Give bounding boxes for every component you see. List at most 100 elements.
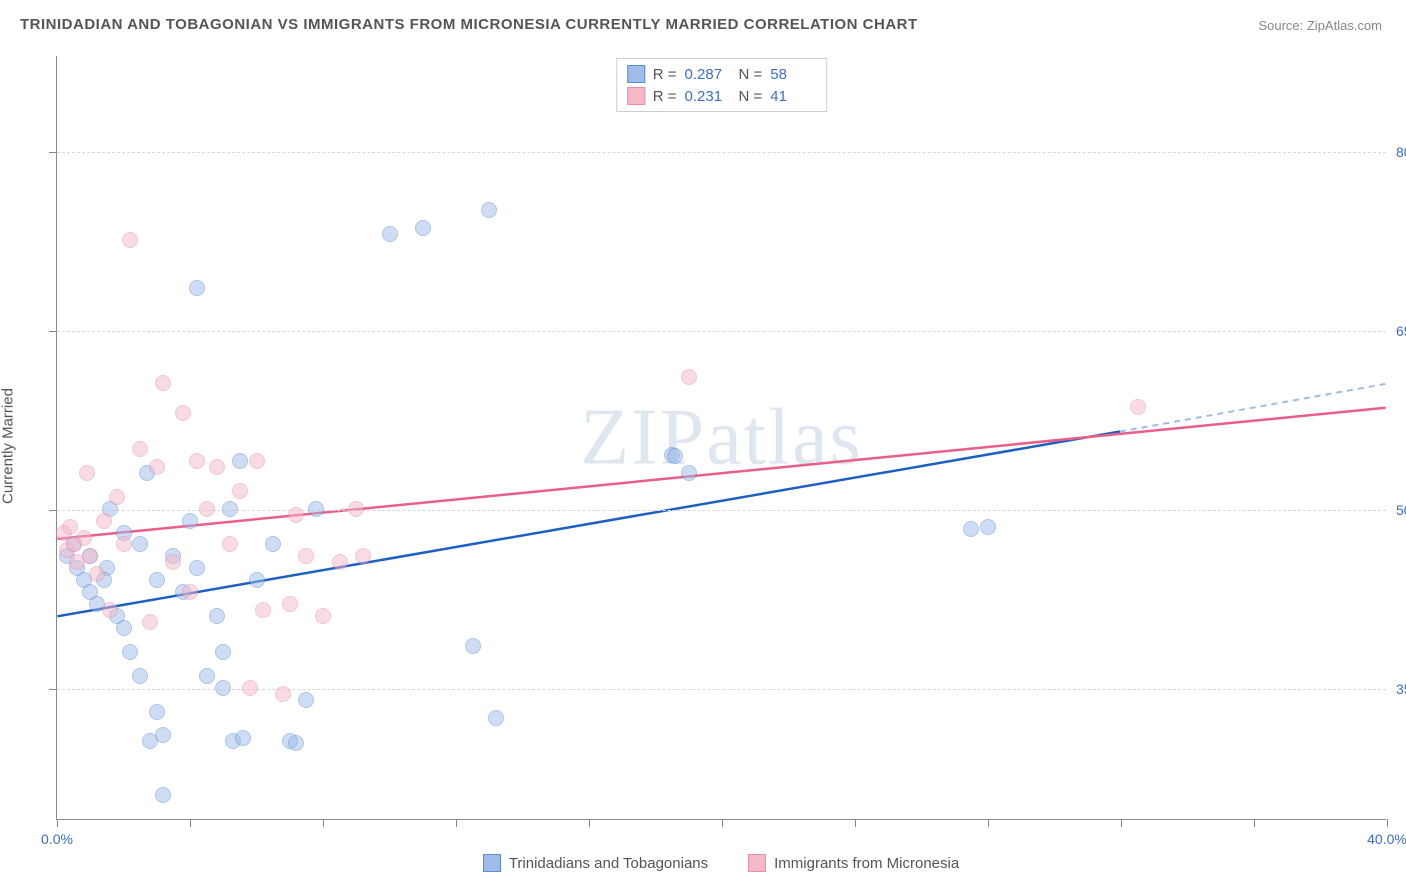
y-tick <box>49 152 57 153</box>
legend-n-label: N = <box>739 66 763 83</box>
data-point <box>149 459 165 475</box>
data-point <box>82 548 98 564</box>
data-point <box>132 668 148 684</box>
data-point <box>182 513 198 529</box>
legend-swatch <box>627 87 645 105</box>
data-point <box>222 501 238 517</box>
data-point <box>215 644 231 660</box>
x-tick <box>855 819 856 827</box>
legend-stat-row: R =0.231N =41 <box>627 85 817 107</box>
data-point <box>488 710 504 726</box>
legend-r-label: R = <box>653 88 677 105</box>
data-point <box>76 530 92 546</box>
legend-item: Trinidadians and Tobagonians <box>483 854 708 872</box>
data-point <box>681 465 697 481</box>
data-point <box>249 453 265 469</box>
data-point <box>667 448 683 464</box>
legend-n-label: N = <box>739 88 763 105</box>
data-point <box>298 548 314 564</box>
legend-item: Immigrants from Micronesia <box>748 854 959 872</box>
data-point <box>122 644 138 660</box>
data-point <box>189 280 205 296</box>
data-point <box>308 501 324 517</box>
data-point <box>209 608 225 624</box>
data-point <box>288 507 304 523</box>
legend-label: Immigrants from Micronesia <box>774 855 959 872</box>
data-point <box>235 730 251 746</box>
data-point <box>215 680 231 696</box>
legend-swatch <box>748 854 766 872</box>
source-attribution: Source: ZipAtlas.com <box>1258 18 1382 33</box>
data-point <box>232 483 248 499</box>
x-tick <box>1121 819 1122 827</box>
data-point <box>465 638 481 654</box>
data-point <box>282 596 298 612</box>
data-point <box>122 232 138 248</box>
y-tick <box>49 689 57 690</box>
data-point <box>79 465 95 481</box>
trend-line-extension <box>1120 384 1386 432</box>
chart-title: TRINIDADIAN AND TOBAGONIAN VS IMMIGRANTS… <box>20 16 918 33</box>
x-tick <box>57 819 58 827</box>
data-point <box>1130 399 1146 415</box>
data-point <box>132 536 148 552</box>
data-point <box>155 787 171 803</box>
grid-line <box>57 152 1386 153</box>
data-point <box>249 572 265 588</box>
y-tick-label: 50.0% <box>1396 502 1406 518</box>
data-point <box>155 375 171 391</box>
data-point <box>255 602 271 618</box>
data-point <box>481 202 497 218</box>
legend-n-value: 58 <box>770 66 816 83</box>
x-tick <box>1387 819 1388 827</box>
data-point <box>189 453 205 469</box>
data-point <box>315 608 331 624</box>
data-point <box>116 620 132 636</box>
legend-label: Trinidadians and Tobagonians <box>509 855 708 872</box>
data-point <box>149 572 165 588</box>
data-point <box>275 686 291 702</box>
data-point <box>232 453 248 469</box>
y-tick-label: 65.0% <box>1396 323 1406 339</box>
watermark: ZIPatlas <box>580 392 863 483</box>
legend-r-label: R = <box>653 66 677 83</box>
x-tick <box>190 819 191 827</box>
data-point <box>89 566 105 582</box>
data-point <box>242 680 258 696</box>
legend-swatch <box>627 65 645 83</box>
grid-line <box>57 331 1386 332</box>
data-point <box>199 668 215 684</box>
data-point <box>165 554 181 570</box>
plot-area: ZIPatlas R =0.287N =58R =0.231N =41 35.0… <box>56 56 1386 820</box>
data-point <box>348 501 364 517</box>
data-point <box>382 226 398 242</box>
x-tick-label: 0.0% <box>41 831 73 847</box>
data-point <box>182 584 198 600</box>
data-point <box>980 519 996 535</box>
data-point <box>199 501 215 517</box>
trend-lines <box>57 56 1386 819</box>
x-tick <box>323 819 324 827</box>
data-point <box>209 459 225 475</box>
data-point <box>155 727 171 743</box>
data-point <box>96 513 112 529</box>
data-point <box>102 602 118 618</box>
data-point <box>116 536 132 552</box>
x-tick <box>988 819 989 827</box>
data-point <box>415 220 431 236</box>
data-point <box>175 405 191 421</box>
data-point <box>149 704 165 720</box>
data-point <box>298 692 314 708</box>
data-point <box>355 548 371 564</box>
data-point <box>963 521 979 537</box>
x-tick <box>589 819 590 827</box>
x-tick <box>722 819 723 827</box>
data-point <box>288 735 304 751</box>
legend-bottom: Trinidadians and Tobagonians Immigrants f… <box>56 854 1386 872</box>
legend-stat-row: R =0.287N =58 <box>627 63 817 85</box>
x-tick <box>1254 819 1255 827</box>
data-point <box>62 519 78 535</box>
y-tick-label: 35.0% <box>1396 681 1406 697</box>
data-point <box>332 554 348 570</box>
y-tick <box>49 331 57 332</box>
